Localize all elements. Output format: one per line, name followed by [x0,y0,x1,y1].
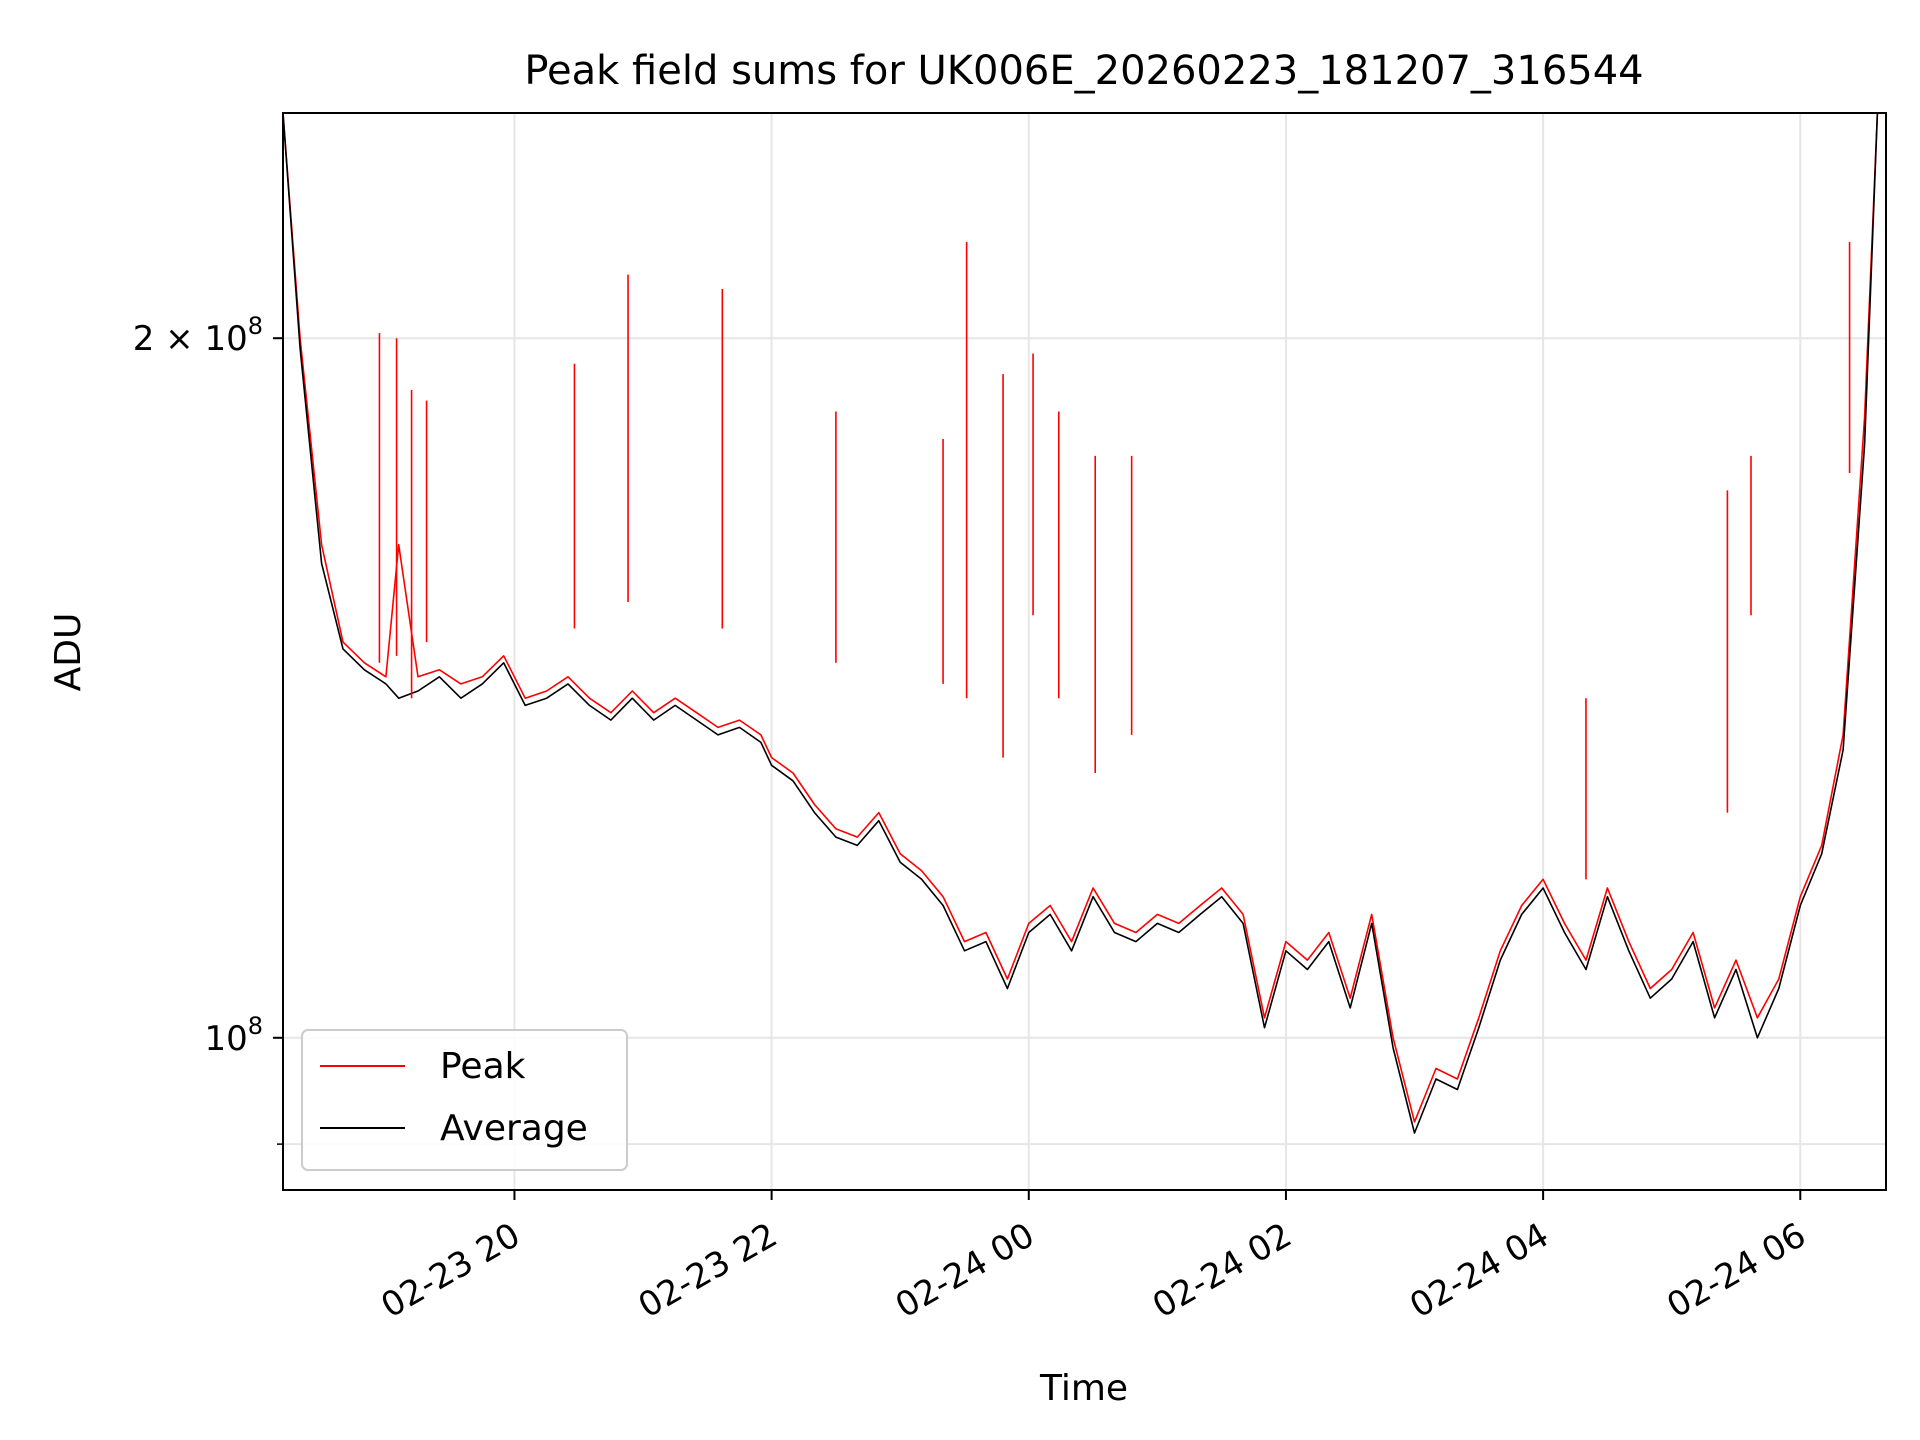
y-tick-label-0: 2 × 108 [133,312,263,359]
plot-area [283,113,1886,1190]
peak-spikes [378,242,1851,880]
plot-frame [282,112,1887,1191]
peak-series-line [282,112,1879,1123]
x-axis-label: Time [1039,1368,1128,1409]
plot-series [282,112,1879,1134]
legend-label-peak: Peak [440,1046,526,1087]
chart-title: Peak field sums for UK006E_20260223_1812… [524,48,1643,94]
y-axis-label: ADU [48,613,89,692]
average-series-line [282,112,1879,1134]
y-tick-label-1: 108 [204,1012,263,1059]
y-axis-ticks: 2 × 108 108 [133,312,283,1145]
legend-label-average: Average [440,1108,588,1149]
legend: Peak Average [301,1029,628,1171]
